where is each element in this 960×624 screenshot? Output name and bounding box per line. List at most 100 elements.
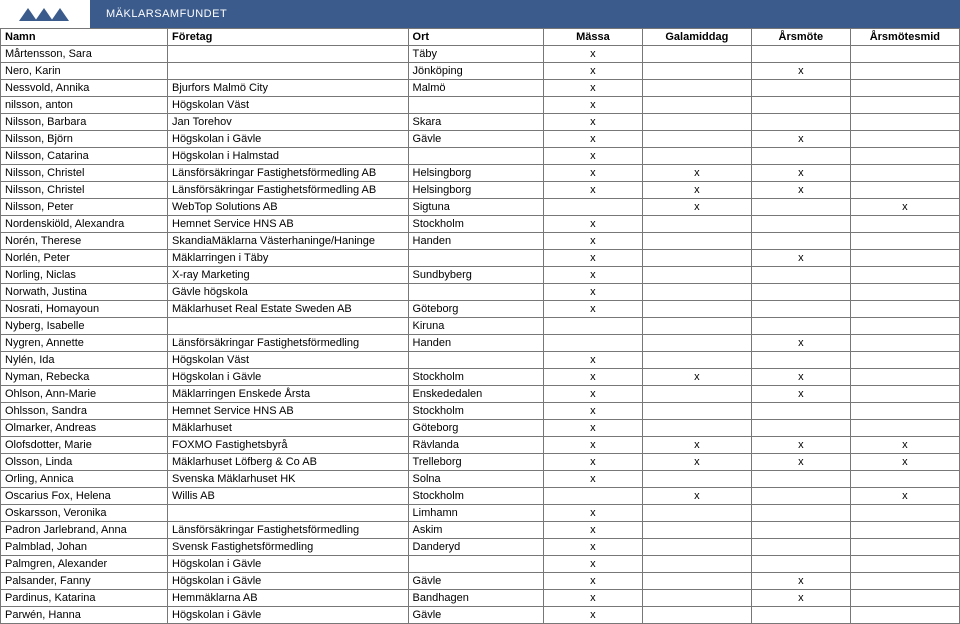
cell-gala: x (642, 369, 751, 386)
logo-container (0, 0, 90, 28)
cell-namn: Pardinus, Katarina (1, 590, 168, 607)
cell-arsmote: x (751, 573, 850, 590)
cell-foretag: Svensk Fastighetsförmedling (168, 539, 409, 556)
cell-gala (642, 471, 751, 488)
cell-foretag: Högskolan i Gävle (168, 369, 409, 386)
cell-gala (642, 97, 751, 114)
table-row: Norwath, JustinaGävle högskolax (1, 284, 960, 301)
cell-massa: x (544, 505, 643, 522)
cell-gala: x (642, 488, 751, 505)
cell-namn: Ohlsson, Sandra (1, 403, 168, 420)
cell-ort: Stockholm (408, 369, 543, 386)
cell-arsmid (850, 148, 959, 165)
cell-gala (642, 301, 751, 318)
cell-arsmote: x (751, 437, 850, 454)
cell-arsmid (850, 505, 959, 522)
cell-arsmid (850, 97, 959, 114)
cell-foretag: Länsförsäkringar Fastighetsförmedling (168, 522, 409, 539)
cell-gala (642, 267, 751, 284)
cell-gala: x (642, 182, 751, 199)
data-table: Namn Företag Ort Mässa Galamiddag Årsmöt… (0, 28, 960, 624)
cell-arsmid (850, 318, 959, 335)
cell-arsmote (751, 420, 850, 437)
table-row: Norling, NiclasX-ray MarketingSundbyberg… (1, 267, 960, 284)
cell-arsmid (850, 165, 959, 182)
cell-massa: x (544, 216, 643, 233)
cell-gala (642, 131, 751, 148)
table-row: Nyman, RebeckaHögskolan i GävleStockholm… (1, 369, 960, 386)
cell-arsmid (850, 539, 959, 556)
cell-gala (642, 80, 751, 97)
table-row: Nilsson, ChristelLänsförsäkringar Fastig… (1, 165, 960, 182)
cell-massa: x (544, 131, 643, 148)
cell-foretag: Mäklarhuset Real Estate Sweden AB (168, 301, 409, 318)
cell-foretag: Högskolan i Gävle (168, 573, 409, 590)
col-header-ort: Ort (408, 29, 543, 46)
cell-massa: x (544, 114, 643, 131)
cell-ort (408, 250, 543, 267)
cell-arsmid (850, 471, 959, 488)
cell-arsmote (751, 80, 850, 97)
cell-arsmid (850, 386, 959, 403)
cell-ort: Kiruna (408, 318, 543, 335)
table-row: Pardinus, KatarinaHemmäklarna ABBandhage… (1, 590, 960, 607)
cell-arsmote (751, 216, 850, 233)
cell-ort: Handen (408, 233, 543, 250)
cell-massa (544, 335, 643, 352)
cell-namn: Palsander, Fanny (1, 573, 168, 590)
cell-arsmote (751, 148, 850, 165)
cell-arsmid (850, 284, 959, 301)
table-row: Nilsson, PeterWebTop Solutions ABSigtuna… (1, 199, 960, 216)
table-row: Olofsdotter, MarieFOXMO FastighetsbyråRä… (1, 437, 960, 454)
cell-ort: Enskededalen (408, 386, 543, 403)
cell-namn: Padron Jarlebrand, Anna (1, 522, 168, 539)
cell-arsmote (751, 471, 850, 488)
cell-gala (642, 284, 751, 301)
cell-foretag: Högskolan i Gävle (168, 131, 409, 148)
cell-ort: Skara (408, 114, 543, 131)
logo-icon (21, 8, 69, 21)
cell-ort (408, 556, 543, 573)
col-header-arsmote: Årsmöte (751, 29, 850, 46)
cell-ort: Helsingborg (408, 182, 543, 199)
cell-ort: Gävle (408, 131, 543, 148)
header-bar: MÄKLARSAMFUNDET (0, 0, 960, 28)
cell-massa: x (544, 369, 643, 386)
cell-ort: Stockholm (408, 403, 543, 420)
cell-massa: x (544, 80, 643, 97)
cell-arsmote: x (751, 165, 850, 182)
cell-arsmid (850, 267, 959, 284)
cell-gala (642, 573, 751, 590)
cell-gala (642, 233, 751, 250)
cell-massa: x (544, 420, 643, 437)
table-row: Ohlsson, SandraHemnet Service HNS ABStoc… (1, 403, 960, 420)
cell-arsmid (850, 573, 959, 590)
cell-gala (642, 250, 751, 267)
cell-namn: Nylén, Ida (1, 352, 168, 369)
cell-gala (642, 556, 751, 573)
cell-massa: x (544, 437, 643, 454)
table-row: Padron Jarlebrand, AnnaLänsförsäkringar … (1, 522, 960, 539)
cell-namn: Nilsson, Björn (1, 131, 168, 148)
cell-massa: x (544, 182, 643, 199)
cell-massa: x (544, 522, 643, 539)
cell-foretag: Bjurfors Malmö City (168, 80, 409, 97)
cell-namn: Mårtensson, Sara (1, 46, 168, 63)
cell-ort: Jönköping (408, 63, 543, 80)
cell-arsmid (850, 522, 959, 539)
cell-ort: Sigtuna (408, 199, 543, 216)
cell-massa: x (544, 590, 643, 607)
table-row: Olmarker, AndreasMäklarhusetGöteborgx (1, 420, 960, 437)
cell-foretag: Hemnet Service HNS AB (168, 403, 409, 420)
cell-namn: Nygren, Annette (1, 335, 168, 352)
table-row: Nordenskiöld, AlexandraHemnet Service HN… (1, 216, 960, 233)
cell-gala (642, 216, 751, 233)
cell-namn: nilsson, anton (1, 97, 168, 114)
cell-ort: Gävle (408, 607, 543, 624)
cell-arsmote: x (751, 250, 850, 267)
table-row: Nygren, AnnetteLänsförsäkringar Fastighe… (1, 335, 960, 352)
cell-foretag: WebTop Solutions AB (168, 199, 409, 216)
cell-ort: Rävlanda (408, 437, 543, 454)
cell-namn: Ohlson, Ann-Marie (1, 386, 168, 403)
cell-namn: Nilsson, Barbara (1, 114, 168, 131)
